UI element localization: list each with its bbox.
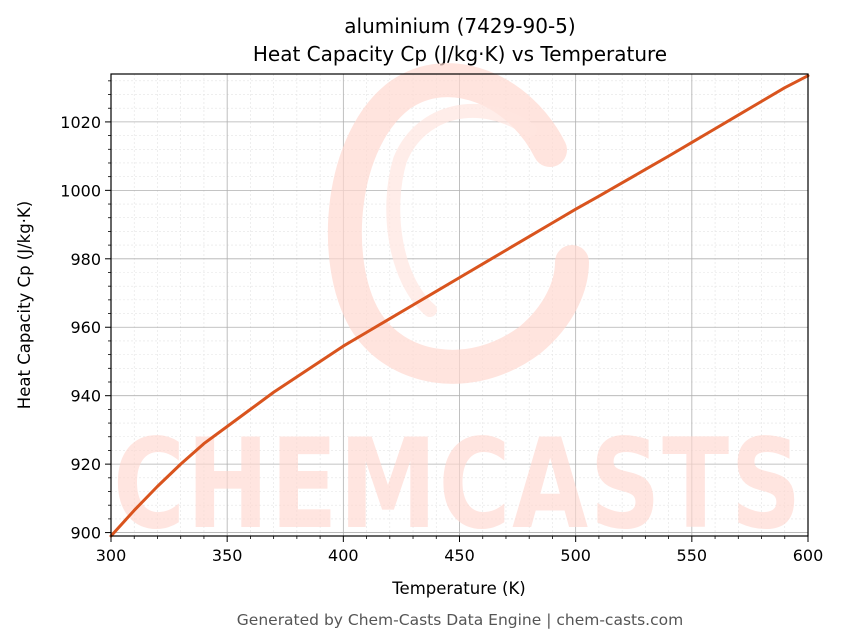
watermark-swirl-icon xyxy=(327,63,589,384)
y-tick-label: 1000 xyxy=(60,181,101,200)
series-line xyxy=(109,74,810,538)
y-axis-label: Heat Capacity Cp (J/kg·K) xyxy=(15,201,34,409)
x-tick-label: 300 xyxy=(96,546,127,565)
watermark-swirl-inner-icon xyxy=(386,103,537,317)
x-axis: 300 350 400 450 500 550 600 xyxy=(96,536,824,565)
watermark-text: CHEMCASTS xyxy=(113,413,803,557)
x-axis-label: Temperature (K) xyxy=(391,579,525,598)
y-tick-label: 900 xyxy=(70,524,101,543)
x-tick-label: 400 xyxy=(328,546,359,565)
chart-title: aluminium (7429-90-5) xyxy=(344,14,575,38)
x-tick-label: 550 xyxy=(677,546,708,565)
chart-subtitle: Heat Capacity Cp (J/kg·K) vs Temperature xyxy=(253,42,667,66)
x-tick-label: 350 xyxy=(212,546,243,565)
x-tick-label: 600 xyxy=(793,546,824,565)
y-tick-label: 960 xyxy=(70,318,101,337)
y-tick-label: 980 xyxy=(70,250,101,269)
x-tick-label: 450 xyxy=(444,546,475,565)
y-tick-label: 920 xyxy=(70,455,101,474)
x-tick-label: 500 xyxy=(560,546,591,565)
y-tick-label: 1020 xyxy=(60,113,101,132)
y-tick-label: 940 xyxy=(70,387,101,406)
watermark-logo: CHEMCASTS xyxy=(113,63,803,557)
y-axis: 900 920 940 960 980 1000 1020 xyxy=(60,80,111,543)
footer-credit: Generated by Chem-Casts Data Engine | ch… xyxy=(237,611,683,629)
